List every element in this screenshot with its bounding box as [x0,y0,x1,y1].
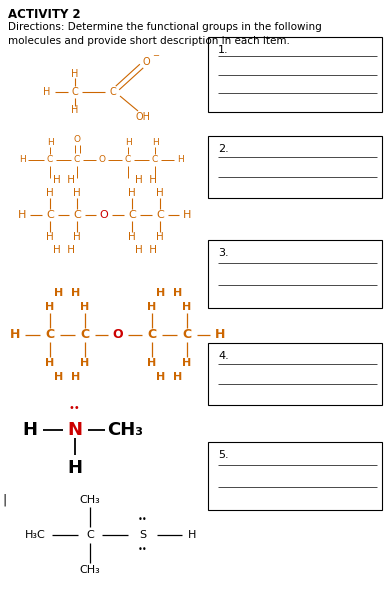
Text: H: H [19,155,25,165]
Text: C: C [125,155,131,165]
Text: C: C [86,530,94,540]
Text: molecules and provide short description in each item.: molecules and provide short description … [8,36,290,46]
Text: ••: •• [138,546,148,555]
Text: H: H [128,232,136,242]
Text: C: C [73,210,81,220]
Text: H: H [45,302,55,312]
Bar [208,37,382,112]
Text: S: S [140,530,147,540]
Text: C: C [152,155,158,165]
Text: H: H [73,232,81,242]
Text: ACTIVITY 2: ACTIVITY 2 [8,8,81,21]
Bar [208,343,382,405]
Text: −: − [152,51,160,60]
Text: C: C [74,155,80,165]
Text: C: C [46,328,55,341]
Text: H  H: H H [156,288,183,298]
Text: H: H [188,530,196,540]
Text: CH₃: CH₃ [107,421,143,439]
Text: H: H [80,358,90,368]
Text: 3.: 3. [218,248,229,258]
Text: C: C [80,328,90,341]
Text: H: H [23,421,37,439]
Text: ••: •• [68,403,80,413]
Text: CH₃: CH₃ [80,565,100,575]
Text: H: H [46,188,54,198]
Bar [208,240,382,308]
Text: H: H [128,188,136,198]
Text: Directions: Determine the functional groups in the following: Directions: Determine the functional gro… [8,22,322,32]
Text: N: N [67,421,83,439]
Text: |: | [2,494,6,506]
Text: H  H: H H [135,175,157,185]
Text: 4.: 4. [218,351,229,361]
Text: H: H [67,459,83,477]
Text: C: C [156,210,164,220]
Text: C: C [47,155,53,165]
Text: H: H [156,232,164,242]
Text: H: H [183,358,191,368]
Bar [208,136,382,198]
Text: H: H [156,188,164,198]
Text: H: H [152,137,158,146]
Text: H: H [177,155,183,165]
Text: H₃C: H₃C [25,530,45,540]
Text: H: H [10,328,20,341]
Text: O: O [73,136,80,144]
Text: H  H: H H [53,175,74,185]
Text: H: H [125,137,131,146]
Text: C: C [72,87,78,97]
Text: H: H [147,358,157,368]
Text: H: H [80,302,90,312]
Text: C: C [110,87,116,97]
Text: H: H [73,188,81,198]
Text: H: H [45,358,55,368]
Text: H  H: H H [54,288,81,298]
Text: H  H: H H [53,245,74,255]
Text: 2.: 2. [218,144,229,154]
Text: H: H [215,328,225,341]
Text: 1.: 1. [218,45,229,55]
Text: ••: •• [138,515,148,525]
Bar [208,442,382,510]
Text: O: O [113,328,123,341]
Text: H  H: H H [135,245,157,255]
Text: H: H [147,302,157,312]
Text: O: O [142,57,150,67]
Text: C: C [147,328,156,341]
Text: O: O [99,210,108,220]
Text: 5.: 5. [218,450,229,460]
Text: H: H [43,87,51,97]
Text: H: H [71,69,79,79]
Text: H: H [183,302,191,312]
Text: H: H [71,105,79,115]
Text: H  H: H H [156,372,183,382]
Text: C: C [46,210,54,220]
Text: C: C [183,328,191,341]
Text: H: H [46,232,54,242]
Text: H: H [18,210,26,220]
Text: H: H [183,210,191,220]
Text: OH: OH [135,112,151,122]
Text: O: O [99,155,106,165]
Text: H: H [47,137,53,146]
Text: CH₃: CH₃ [80,495,100,505]
Text: H  H: H H [54,372,81,382]
Text: C: C [128,210,136,220]
